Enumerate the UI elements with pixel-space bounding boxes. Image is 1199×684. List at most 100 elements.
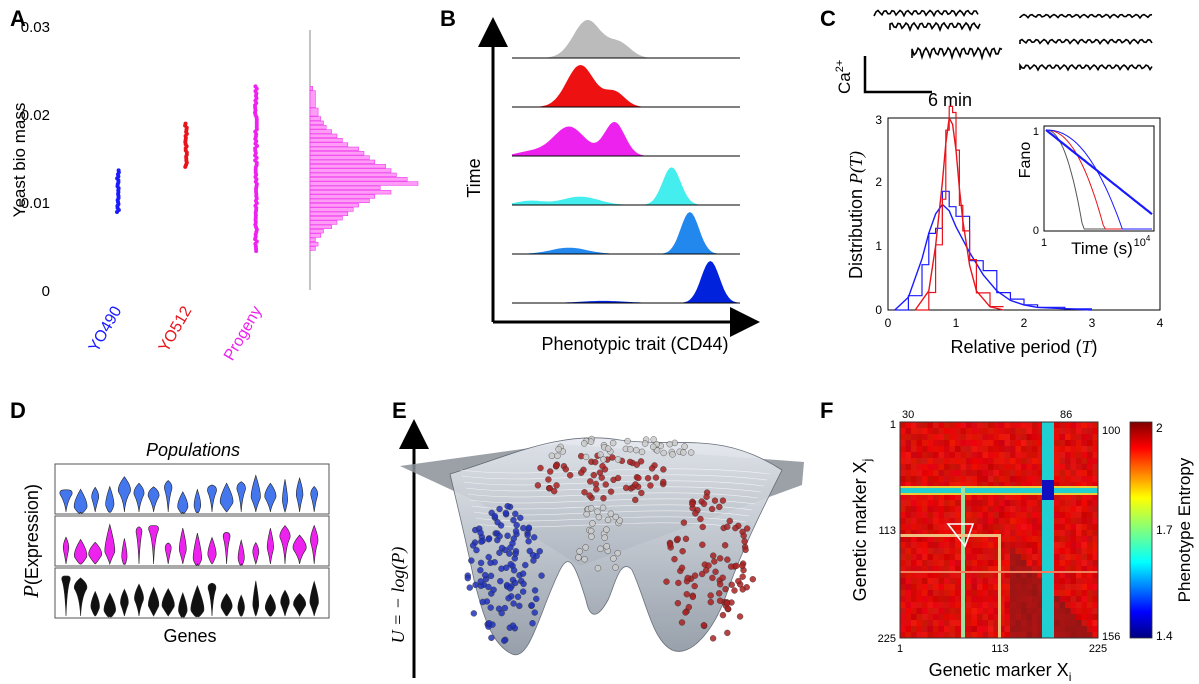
panel-e-cell bbox=[708, 505, 716, 513]
panel-f-cell bbox=[999, 602, 1005, 609]
panel-c-distribution-curve bbox=[894, 203, 1093, 311]
panel-f-cell bbox=[971, 632, 978, 639]
panel-f-cell bbox=[1087, 470, 1093, 477]
panel-f-xlabel: Genetic marker Xi bbox=[929, 660, 1072, 684]
panel-f-cell bbox=[1059, 614, 1066, 621]
panel-f-cell bbox=[1037, 518, 1044, 525]
panel-e-cell bbox=[687, 449, 695, 456]
panel-f-cell bbox=[1081, 500, 1088, 507]
panel-f-cell bbox=[982, 428, 989, 435]
panel-f-cell bbox=[1059, 458, 1066, 465]
panel-a-points bbox=[115, 84, 259, 253]
panel-a-hist-bar bbox=[309, 142, 349, 147]
panel-d-violin bbox=[121, 538, 128, 565]
panel-f-cell bbox=[1054, 452, 1060, 459]
panel-f-cell bbox=[955, 626, 961, 633]
panel-f-cell bbox=[1059, 446, 1066, 453]
panel-f-cell bbox=[922, 572, 928, 579]
panel-e-cell bbox=[711, 497, 719, 504]
panel-f-cell bbox=[955, 452, 961, 459]
panel-e-cell bbox=[600, 495, 607, 502]
panel-f-cell bbox=[971, 476, 978, 483]
panel-a-xtick: Progeny bbox=[221, 304, 266, 364]
panel-f-cell bbox=[1087, 614, 1093, 621]
panel-e-cell bbox=[469, 542, 477, 549]
panel-e-cell bbox=[633, 461, 641, 468]
panel-f-cell bbox=[1070, 554, 1077, 561]
panel-d-violin bbox=[147, 486, 160, 513]
panel-f-cell bbox=[993, 440, 1000, 447]
panel-f-cell bbox=[911, 506, 917, 513]
panel-f-cell bbox=[1092, 620, 1099, 627]
panel-f-cell bbox=[933, 524, 939, 531]
panel-f-cell bbox=[900, 554, 906, 561]
panel-f-cell bbox=[1081, 560, 1088, 567]
panel-f-cell bbox=[1010, 446, 1016, 453]
panel-f-cell bbox=[949, 434, 956, 441]
panel-a-hist-bar bbox=[309, 146, 359, 151]
panel-f-cell bbox=[1015, 518, 1022, 525]
panel-f-cell bbox=[933, 632, 939, 639]
panel-f-cell bbox=[922, 608, 928, 615]
panel-e-cell bbox=[519, 570, 527, 577]
panel-f-cell bbox=[1010, 632, 1016, 639]
panel-e-cell bbox=[678, 619, 686, 626]
panel-d-violin bbox=[282, 479, 288, 513]
panel-f-cell bbox=[938, 590, 945, 597]
panel-f-cell bbox=[1010, 452, 1016, 459]
panel-f-cell bbox=[971, 578, 978, 585]
panel-f-cell bbox=[949, 530, 956, 537]
panel-a-hist-bar bbox=[309, 116, 322, 121]
panel-f-cell bbox=[1054, 542, 1060, 549]
panel-f-cell bbox=[911, 578, 917, 585]
panel-f-cell bbox=[944, 452, 950, 459]
panel-f-cell bbox=[1032, 524, 1038, 531]
panel-e-cell bbox=[510, 535, 517, 542]
panel-f-cell bbox=[977, 428, 983, 435]
panel-f-cell bbox=[1015, 614, 1022, 621]
panel-f-cell bbox=[977, 620, 983, 627]
panel-c-xlabel: Relative period (T) bbox=[950, 337, 1097, 357]
panel-e-cell bbox=[626, 458, 634, 466]
panel-f-cell bbox=[905, 596, 912, 603]
panel-f-cell bbox=[1070, 560, 1077, 567]
panel-c-calcium-trace bbox=[911, 46, 1003, 61]
panel-b-ridge bbox=[512, 121, 740, 156]
panel-f-cell bbox=[1054, 566, 1060, 573]
panel-f-cell bbox=[955, 518, 961, 525]
panel-d-violin bbox=[59, 489, 73, 513]
panel-f-cell bbox=[900, 530, 906, 537]
panel-f-cell bbox=[1065, 530, 1071, 537]
panel-e-cell bbox=[473, 546, 480, 554]
panel-f-cell bbox=[1032, 566, 1038, 573]
panel-e-cell bbox=[647, 482, 654, 489]
panel-d-violin bbox=[292, 534, 307, 565]
panel-f-cell bbox=[982, 542, 989, 549]
panel-f-cell bbox=[916, 596, 923, 603]
panel-e-cell bbox=[517, 514, 524, 522]
panel-f-cell bbox=[1092, 548, 1099, 555]
panel-b-chart: Time Phenotypic trait (CD44) bbox=[464, 17, 760, 354]
panel-f-cell bbox=[1021, 536, 1027, 543]
panel-f-cell bbox=[955, 434, 961, 441]
panel-e-cell bbox=[512, 510, 519, 518]
panel-f-cell bbox=[927, 542, 934, 549]
panel-f-cell bbox=[1026, 572, 1033, 579]
panel-f-cell bbox=[1010, 596, 1016, 603]
panel-e-cell bbox=[487, 604, 494, 611]
panel-f-cell bbox=[955, 476, 961, 483]
panel-f-cell bbox=[993, 530, 1000, 537]
panel-e-cell bbox=[641, 440, 649, 447]
panel-f-cell bbox=[944, 554, 950, 561]
panel-d-violin bbox=[91, 486, 100, 513]
panel-e-cell bbox=[601, 534, 608, 541]
panel-f-cell bbox=[949, 458, 956, 465]
panel-f-cell bbox=[905, 608, 912, 615]
panel-f-cell bbox=[1087, 632, 1093, 639]
panel-e-cell bbox=[554, 452, 561, 460]
panel-f-cell bbox=[922, 518, 928, 525]
panel-f-cell bbox=[1076, 602, 1082, 609]
panel-f-cell bbox=[999, 524, 1005, 531]
panel-f-ticks: 30 86 100 156 1 113 225 1 113 225 bbox=[878, 409, 1121, 655]
panel-f-cell bbox=[1015, 626, 1022, 633]
